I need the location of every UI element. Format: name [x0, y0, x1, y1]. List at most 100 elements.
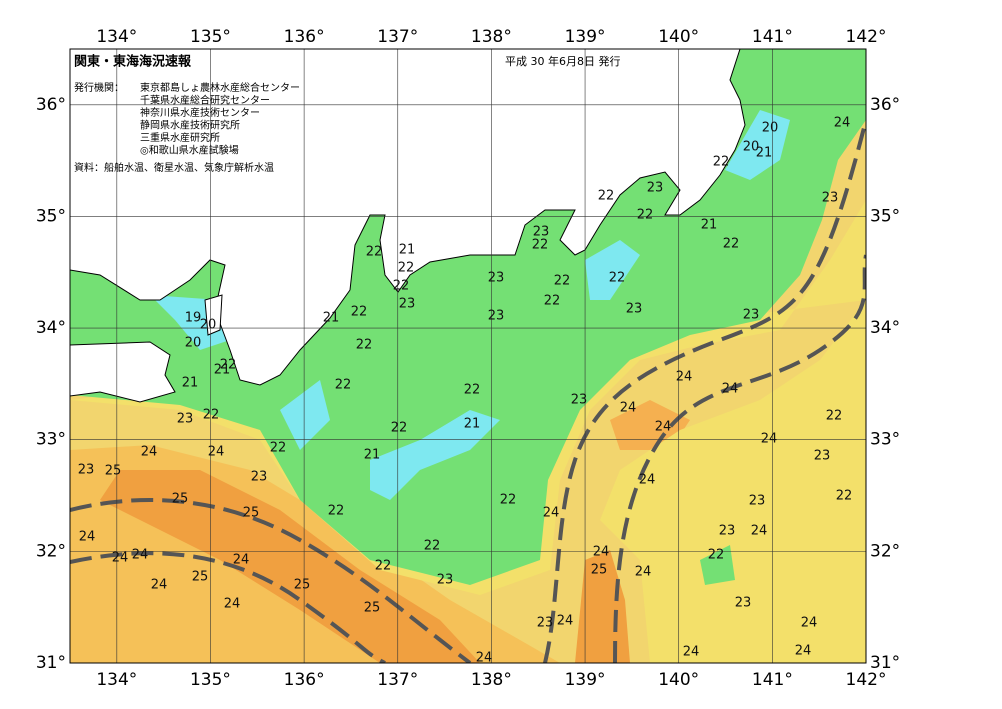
lon-tick-label: 136° [284, 670, 325, 690]
isotherm-label: 25 [172, 492, 189, 507]
isotherm-label: 24 [620, 401, 637, 416]
isotherm-label: 24 [208, 445, 225, 460]
sea-orange [575, 550, 630, 663]
lat-tick-label: 33° [870, 430, 900, 450]
isotherm-label: 24 [676, 370, 693, 385]
isotherm-label: 25 [294, 578, 311, 593]
frame [69, 48, 867, 664]
source: 資料：船舶水温、衛星水温、気象庁解析水温 [74, 161, 274, 174]
isotherm-label: 24 [112, 551, 129, 566]
isotherm-label: 22 [203, 408, 220, 423]
issuer: ◎和歌山県水産試験場 [140, 144, 239, 157]
isotherm-label: 25 [591, 563, 608, 578]
issuers: 東京都島しょ農林水産総合センター千葉県水産総合研究センター神奈川県水産技術センタ… [140, 81, 300, 157]
grid [70, 49, 866, 663]
isotherm-label: 22 [532, 238, 549, 253]
isotherm-label: 23 [488, 271, 505, 286]
isotherm-label: 23 [177, 412, 194, 427]
land [70, 341, 176, 403]
isotherm-label: 21 [182, 376, 199, 391]
isotherm-label: 23 [78, 463, 95, 478]
lon-tick-label: 135° [190, 27, 231, 47]
isotherm-label: 23 [571, 393, 588, 408]
isotherm-label: 20 [185, 336, 202, 351]
isotherm-label: 20 [200, 318, 217, 333]
sea-cyan [370, 410, 500, 500]
lon-tick-label: 138° [471, 27, 512, 47]
isotherm-label: 22 [554, 274, 571, 289]
isotherm-label: 22 [220, 358, 237, 373]
isotherm-label: 25 [243, 506, 260, 521]
isotherm-label: 21 [214, 363, 231, 378]
lon-tick-label: 136° [284, 27, 325, 47]
isotherm-label: 21 [364, 448, 381, 463]
isotherm-label: 24 [557, 614, 574, 629]
isotherm-label: 22 [708, 548, 725, 563]
isotherm-label: 22 [723, 237, 740, 252]
lat-tick-label: 33° [36, 430, 66, 450]
isotherm-label: 24 [224, 597, 241, 612]
isotherm-label: 24 [151, 578, 168, 593]
isotherm-label: 24 [639, 473, 656, 488]
isotherm-label: 22 [375, 559, 392, 574]
issuer: 神奈川県水産技術センター [140, 106, 260, 119]
isotherm-label: 22 [500, 493, 517, 508]
isotherm-label: 23 [822, 191, 839, 206]
sea-cyan [725, 110, 790, 180]
sea-orange [100, 470, 480, 663]
isotherm-label: 23 [251, 470, 268, 485]
isotherm-label: 20 [762, 121, 779, 136]
isotherm-label: 23 [749, 494, 766, 509]
isotherm-label: 22 [609, 271, 626, 286]
isotherm-label: 23 [537, 616, 554, 631]
isotherm-label: 22 [398, 261, 415, 276]
lat-tick-label: 36° [870, 95, 900, 115]
isotherm-label: 24 [761, 432, 778, 447]
isotherm-label: 24 [593, 545, 610, 560]
isotherm-label: 22 [366, 245, 383, 260]
isotherm-label: 24 [79, 530, 96, 545]
isotherm-label: 23 [533, 225, 550, 240]
isotherm-label: 24 [476, 651, 493, 666]
lat-tick-label: 31° [36, 653, 66, 673]
isotherm-label: 22 [544, 294, 561, 309]
lon-tick-label: 137° [377, 27, 418, 47]
lat-tick-label: 31° [870, 653, 900, 673]
isotherm-label: 24 [683, 645, 700, 660]
isotherm-label: 23 [735, 596, 752, 611]
lon-tick-label: 142° [846, 670, 887, 690]
lat-tick-label: 34° [36, 318, 66, 338]
isotherm-label: 22 [713, 155, 730, 170]
isotherm-label: 24 [543, 506, 560, 521]
isotherm-label: 21 [464, 417, 481, 432]
isotherm-label: 23 [626, 302, 643, 317]
lat-tick-label: 35° [36, 206, 66, 226]
isotherm-label: 22 [335, 378, 352, 393]
lon-tick-label: 138° [471, 670, 512, 690]
issuer: 東京都島しょ農林水産総合センター [140, 81, 300, 94]
lon-tick-label: 140° [658, 27, 699, 47]
isotherm-label: 24 [132, 548, 149, 563]
isotherm-label: 22 [270, 441, 287, 456]
island [204, 294, 223, 336]
isotherm-label: 23 [743, 308, 760, 323]
isotherm-label: 21 [756, 146, 773, 161]
lat-tick-label: 32° [36, 541, 66, 561]
isotherm-label: 24 [233, 553, 250, 568]
lat-tick-label: 36° [36, 95, 66, 115]
issuer: 静岡県水産技術研究所 [140, 119, 240, 132]
lat-tick-label: 35° [870, 206, 900, 226]
lat-tick-label: 32° [870, 541, 900, 561]
issuers-label: 発行機関： [74, 81, 124, 94]
isotherm-label: 24 [722, 382, 739, 397]
isotherm-label: 25 [105, 464, 122, 479]
isotherm-label: 24 [801, 616, 818, 631]
isotherm-label: 22 [826, 409, 843, 424]
isotherm-label: 24 [635, 565, 652, 580]
isotherm-label: 22 [637, 208, 654, 223]
isotherm-label: 22 [328, 504, 345, 519]
